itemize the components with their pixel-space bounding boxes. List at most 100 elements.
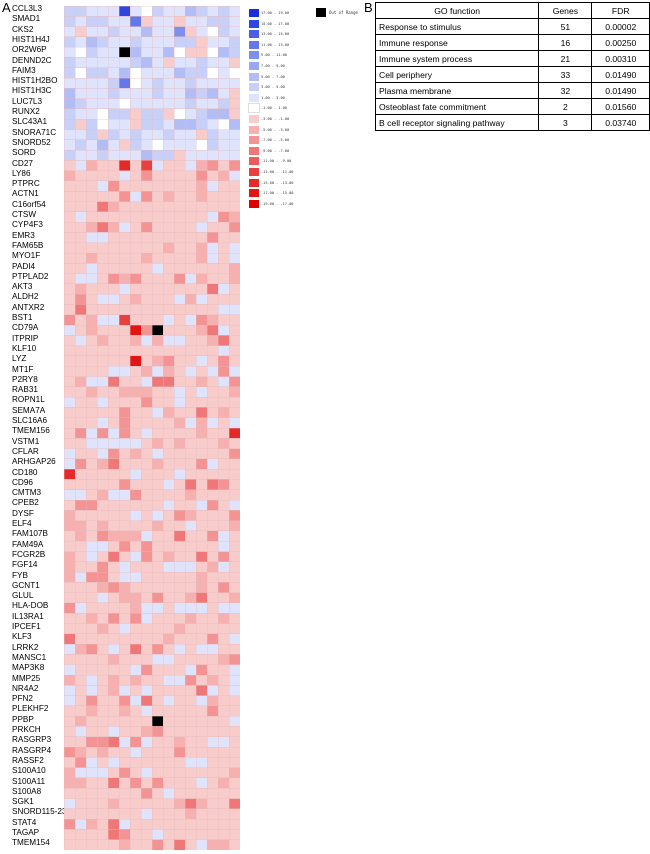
- heatmap-cell: [173, 201, 186, 213]
- heatmap-cell: [206, 808, 219, 820]
- heatmap-cell: [173, 829, 186, 840]
- heatmap-cell: [206, 335, 219, 346]
- heatmap-cell: [96, 510, 109, 521]
- heatmap-cell: [107, 582, 120, 593]
- heatmap-cell: [151, 777, 164, 789]
- heatmap-cell: [184, 561, 197, 573]
- fdr-cell: 0.03740: [591, 114, 650, 131]
- heatmap-cell: [118, 345, 131, 357]
- heatmap-cell: [228, 283, 240, 295]
- gene-label: TAGAP: [12, 828, 40, 837]
- heatmap-cell: [151, 736, 164, 748]
- heatmap-cell: [195, 479, 208, 490]
- gene-label: MAP3K8: [12, 663, 45, 673]
- heatmap-cell: [64, 839, 76, 850]
- heatmap-cell: [118, 170, 131, 182]
- heatmap-cell: [195, 839, 208, 850]
- gene-label: CMTM3: [12, 488, 42, 498]
- genes-cell: 16: [538, 34, 593, 51]
- heatmap-cell: [85, 643, 98, 655]
- heatmap-cell: [140, 664, 153, 676]
- heatmap-cell: [107, 818, 120, 830]
- gene-label: DYSF: [12, 508, 34, 518]
- heatmap-cell: [173, 242, 186, 254]
- heatmap-cell: [217, 16, 230, 27]
- heatmap-cell: [107, 6, 120, 17]
- heatmap-cell: [162, 705, 175, 717]
- heatmap-cell: [74, 263, 87, 274]
- heatmap-cell: [184, 119, 197, 130]
- heatmap-cell: [151, 664, 164, 676]
- legend-label: 13.00 - 15.00: [261, 32, 290, 37]
- heatmap-cell: [162, 160, 175, 171]
- heatmap-cell: [184, 170, 197, 182]
- heatmap-cell: [118, 119, 131, 130]
- heatmap-cell: [206, 345, 219, 357]
- heatmap-cell: [151, 57, 164, 68]
- heatmap-cell: [140, 386, 153, 398]
- heatmap-cell: [228, 396, 240, 408]
- heatmap-cell: [140, 170, 153, 182]
- heatmap-cell: [162, 798, 175, 810]
- heatmap-cell: [64, 777, 76, 789]
- heatmap-cell: [118, 541, 131, 552]
- legend-entry: 5.00 - 7.00: [249, 72, 319, 81]
- heatmap-cell: [96, 530, 109, 542]
- heatmap-cell: [74, 26, 87, 38]
- heatmap-cell: [85, 170, 98, 182]
- heatmap-cell: [74, 386, 87, 398]
- heatmap-cell: [217, 139, 230, 151]
- heatmap-cell: [228, 530, 240, 542]
- heatmap-cell: [162, 777, 175, 789]
- heatmap-cell: [151, 108, 164, 120]
- heatmap-cell: [217, 324, 230, 336]
- heatmap-cell: [173, 571, 186, 583]
- heatmap-cell: [206, 129, 219, 140]
- heatmap-cell: [173, 468, 186, 480]
- heatmap-cell: [151, 788, 164, 799]
- legend-label: -19.00 - -17.00: [261, 201, 294, 206]
- gene-label: C16orf54: [12, 199, 46, 209]
- heatmap-cell: [217, 6, 230, 17]
- heatmap-cell: [162, 479, 175, 490]
- heatmap-cell: [173, 324, 186, 336]
- heatmap-cell: [173, 541, 186, 552]
- heatmap-cell: [129, 561, 142, 573]
- heatmap-cell: [140, 499, 153, 511]
- heatmap-cell: [184, 839, 197, 850]
- heatmap-cell: [195, 335, 208, 346]
- heatmap-cell: [140, 417, 153, 429]
- heatmap-cell: [140, 46, 153, 58]
- heatmap-cell: [74, 345, 87, 357]
- gene-label: TMEM154: [12, 838, 50, 848]
- heatmap-cell: [173, 252, 186, 264]
- heatmap-cell: [162, 438, 175, 449]
- heatmap-cell: [107, 108, 120, 120]
- heatmap-cell: [206, 520, 219, 532]
- heatmap-cell: [96, 716, 109, 727]
- gene-label: HIST1H2BO: [12, 76, 58, 86]
- heatmap-cell: [228, 36, 240, 48]
- heatmap-cell: [129, 839, 142, 850]
- heatmap-cell: [129, 726, 142, 737]
- gene-label: SEMA7A: [12, 405, 46, 415]
- heatmap-cell: [118, 643, 131, 655]
- heatmap-cell: [64, 273, 76, 285]
- heatmap-cell: [118, 314, 131, 326]
- heatmap-cell: [74, 88, 87, 99]
- heatmap-cell: [217, 798, 230, 810]
- heatmap-cell: [96, 376, 109, 388]
- heatmap-cell: [195, 149, 208, 161]
- heatmap-cell: [64, 746, 76, 758]
- heatmap-cell: [206, 77, 219, 89]
- heatmap-cell: [64, 77, 76, 89]
- heatmap-cell: [206, 170, 219, 182]
- heatmap-cell: [162, 633, 175, 645]
- heatmap-cell: [107, 788, 120, 799]
- heatmap-cell: [74, 366, 87, 377]
- heatmap-cell: [228, 119, 240, 130]
- heatmap-cell: [173, 582, 186, 593]
- heatmap-cell: [151, 26, 164, 38]
- heatmap-cell: [228, 355, 240, 367]
- heatmap-cell: [85, 211, 98, 223]
